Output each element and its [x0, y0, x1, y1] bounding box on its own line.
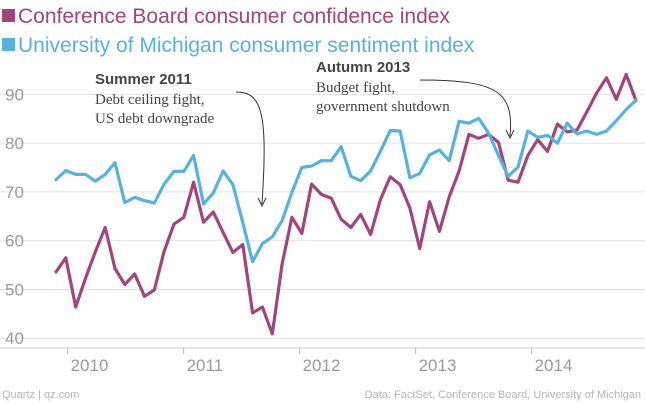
- y-tick-label: 80: [5, 134, 24, 153]
- footer-credit: Data: FactSet, Conference Board, Univers…: [365, 389, 641, 401]
- y-tick-label: 40: [5, 329, 24, 348]
- y-tick-label: 70: [5, 183, 24, 202]
- legend-swatch-michigan: [2, 38, 15, 51]
- y-tick-label: 50: [5, 280, 24, 299]
- annotation-line: US debt downgrade: [95, 111, 214, 127]
- annotation-summer-2011: Summer 2011 Debt ceiling fight, US debt …: [95, 71, 267, 208]
- legend-label-michigan: University of Michigan consumer sentimen…: [18, 34, 475, 57]
- x-tick-label: 2012: [303, 356, 341, 375]
- legend-swatch-conference: [2, 9, 15, 22]
- annotation-title: Autumn 2013: [316, 59, 410, 76]
- axes: 40 50 60 70 80 90 2010 2011 2012 2013 2014: [0, 85, 645, 375]
- annotation-title: Summer 2011: [95, 71, 192, 88]
- annotation-line: government shutdown: [316, 99, 450, 115]
- x-tick-label: 2011: [187, 356, 224, 375]
- annotation-arrow: [419, 79, 512, 137]
- annotation-autumn-2013: Autumn 2013 Budget fight, government shu…: [316, 59, 515, 140]
- annotation-arrowhead: [505, 129, 515, 140]
- x-tick-label: 2014: [535, 356, 573, 375]
- annotation-arrowhead: [257, 197, 267, 208]
- y-tick-label: 60: [5, 232, 24, 251]
- x-tick-label: 2013: [419, 356, 457, 375]
- grid: [0, 93, 645, 339]
- y-tick-label: 90: [5, 85, 24, 104]
- series-lines: [54, 72, 638, 336]
- annotation-arrow: [235, 91, 265, 205]
- series-line-michigan: [54, 98, 638, 264]
- footer-source: Quartz | qz.com: [2, 389, 79, 401]
- annotation-line: Debt ceiling fight,: [95, 92, 205, 108]
- legend-label-conference: Conference Board consumer confidence ind…: [18, 5, 450, 28]
- x-tick-label: 2010: [71, 356, 109, 375]
- annotation-line: Budget fight,: [316, 80, 395, 96]
- legend: Conference Board consumer confidence ind…: [2, 5, 475, 57]
- series-line-conference: [54, 72, 638, 336]
